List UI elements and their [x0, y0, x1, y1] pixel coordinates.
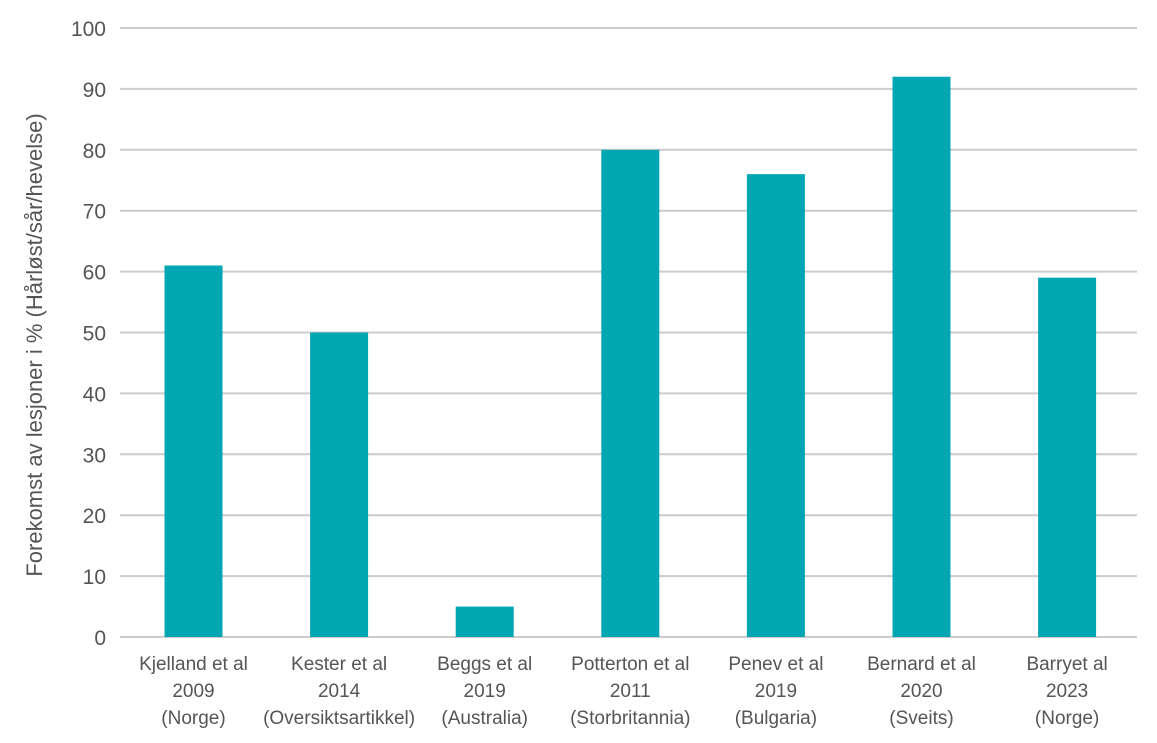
x-category-label-line: Bernard et al — [867, 654, 976, 675]
x-category-label: Beggs et al 2019 (Australia) — [437, 654, 532, 729]
y-tick-label: 100 — [71, 18, 106, 41]
x-category-label: Kester et al 2014 (Oversiktsartikkel) — [263, 654, 415, 729]
y-tick-label: 50 — [83, 323, 106, 346]
x-category-label-line: 2009 — [172, 681, 214, 702]
x-category-label-line: Kjelland et al — [139, 654, 248, 675]
y-tick-label: 60 — [83, 262, 106, 285]
y-axis-ticks: 0 10 20 30 40 50 60 70 80 90 100 — [71, 18, 106, 650]
x-category-label: Bernard et al 2020 (Sveits) — [867, 654, 976, 729]
bars — [164, 76, 1097, 638]
y-tick-label: 30 — [83, 444, 106, 467]
x-category-label-line: (Norge) — [1035, 708, 1099, 729]
bar — [601, 149, 660, 638]
bar — [455, 606, 514, 637]
x-category-label-line: 2019 — [464, 681, 506, 702]
x-category-label: Potterton et al 2011 (Storbritannia) — [570, 654, 690, 729]
x-category-label-line: Potterton et al — [571, 654, 689, 675]
x-category-label-line: Penev et al — [728, 654, 823, 675]
y-tick-label: 10 — [83, 566, 106, 589]
x-category-label-line: 2019 — [755, 681, 797, 702]
x-category-label-line: Beggs et al — [437, 654, 532, 675]
x-category-label-line: 2014 — [318, 681, 361, 702]
x-category-label-line: (Australia) — [441, 708, 528, 729]
x-category-label-line: (Oversiktsartikkel) — [263, 708, 415, 729]
bar — [746, 174, 805, 637]
x-category-label-line: (Storbritannia) — [570, 708, 690, 729]
x-category-label-line: (Norge) — [161, 708, 225, 729]
y-axis-title: Forekomst av lesjoner i % (Hårløst/sår/h… — [22, 113, 47, 576]
x-category-label: Kjelland et al 2009 (Norge) — [139, 654, 248, 729]
x-category-label: Penev et al 2019 (Bulgaria) — [728, 654, 823, 729]
bar — [892, 76, 951, 638]
x-category-label-line: (Sveits) — [889, 708, 953, 729]
bar — [310, 332, 369, 637]
x-category-label-line: (Bulgaria) — [735, 708, 817, 729]
y-tick-label: 90 — [83, 79, 106, 102]
x-category-label-line: 2020 — [900, 681, 942, 702]
x-category-label-line: 2023 — [1046, 681, 1088, 702]
y-tick-label: 20 — [83, 505, 106, 528]
y-tick-label: 80 — [83, 140, 106, 163]
bar — [1038, 277, 1097, 637]
x-axis-labels: Kjelland et al 2009 (Norge) Kester et al 201… — [139, 654, 1108, 729]
y-tick-label: 0 — [94, 627, 106, 650]
y-tick-label: 70 — [83, 201, 106, 224]
bar — [164, 265, 223, 637]
x-category-label-line: 2011 — [610, 681, 651, 702]
x-category-label-line: Barryet al — [1026, 654, 1107, 675]
x-category-label: Barryet al 2023 (Norge) — [1026, 654, 1107, 729]
y-tick-label: 40 — [83, 383, 106, 406]
x-category-label-line: Kester et al — [291, 654, 387, 675]
